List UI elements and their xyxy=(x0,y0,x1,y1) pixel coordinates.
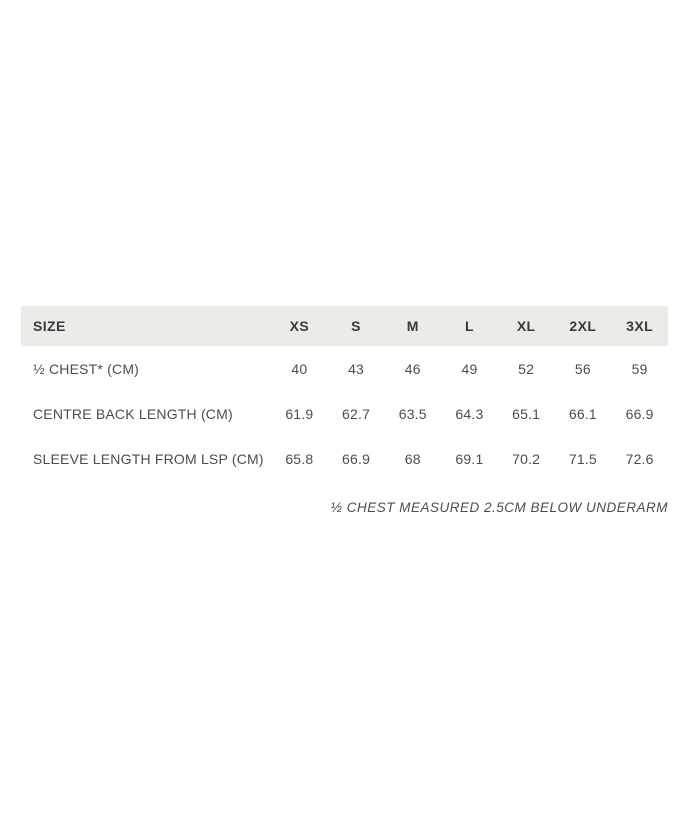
table-row-sleeve-length: SLEEVE LENGTH FROM LSP (CM) 65.8 66.9 68… xyxy=(21,436,668,481)
column-header-m: M xyxy=(384,306,442,346)
row-label-half-chest: ½ CHEST* (CM) xyxy=(33,360,140,377)
cell-sleeve-l: 69.1 xyxy=(455,450,484,467)
cell-half-chest-3xl: 59 xyxy=(631,360,648,377)
table-row-half-chest: ½ CHEST* (CM) 40 43 46 49 52 56 59 xyxy=(21,346,668,391)
measurement-footnote: ½ CHEST MEASURED 2.5CM BELOW UNDERARM xyxy=(330,500,668,515)
row-label-sleeve-length: SLEEVE LENGTH FROM LSP (CM) xyxy=(33,450,264,467)
cell-centre-back-s: 62.7 xyxy=(342,405,371,422)
cell-centre-back-l: 64.3 xyxy=(455,405,484,422)
column-header-s: S xyxy=(327,306,385,346)
cell-centre-back-xl: 65.1 xyxy=(512,405,541,422)
cell-centre-back-m: 63.5 xyxy=(398,405,427,422)
size-chart: SIZE XS S M L XL 2XL 3XL ½ CHEST* (CM) 4… xyxy=(21,306,668,516)
cell-sleeve-xs: 65.8 xyxy=(285,450,314,467)
cell-half-chest-xl: 52 xyxy=(518,360,535,377)
size-column-header: SIZE xyxy=(21,306,271,346)
row-label-centre-back-length: CENTRE BACK LENGTH (CM) xyxy=(33,405,233,422)
cell-half-chest-xs: 40 xyxy=(291,360,308,377)
cell-sleeve-s: 66.9 xyxy=(342,450,371,467)
cell-half-chest-s: 43 xyxy=(348,360,365,377)
column-header-xs: XS xyxy=(271,306,328,346)
cell-half-chest-l: 49 xyxy=(461,360,478,377)
cell-centre-back-3xl: 66.9 xyxy=(625,405,654,422)
cell-half-chest-m: 46 xyxy=(404,360,421,377)
table-header-row: SIZE XS S M L XL 2XL 3XL xyxy=(21,306,668,346)
cell-centre-back-2xl: 66.1 xyxy=(568,405,597,422)
column-header-2xl: 2XL xyxy=(554,306,612,346)
cell-sleeve-xl: 70.2 xyxy=(512,450,541,467)
table-row-centre-back-length: CENTRE BACK LENGTH (CM) 61.9 62.7 63.5 6… xyxy=(21,391,668,436)
size-table: SIZE XS S M L XL 2XL 3XL ½ CHEST* (CM) 4… xyxy=(21,306,668,481)
column-header-xl: XL xyxy=(497,306,555,346)
cell-sleeve-2xl: 71.5 xyxy=(568,450,597,467)
column-header-3xl: 3XL xyxy=(611,306,668,346)
cell-sleeve-m: 68 xyxy=(404,450,421,467)
cell-sleeve-3xl: 72.6 xyxy=(625,450,654,467)
cell-centre-back-xs: 61.9 xyxy=(285,405,314,422)
cell-half-chest-2xl: 56 xyxy=(574,360,591,377)
column-header-l: L xyxy=(441,306,498,346)
